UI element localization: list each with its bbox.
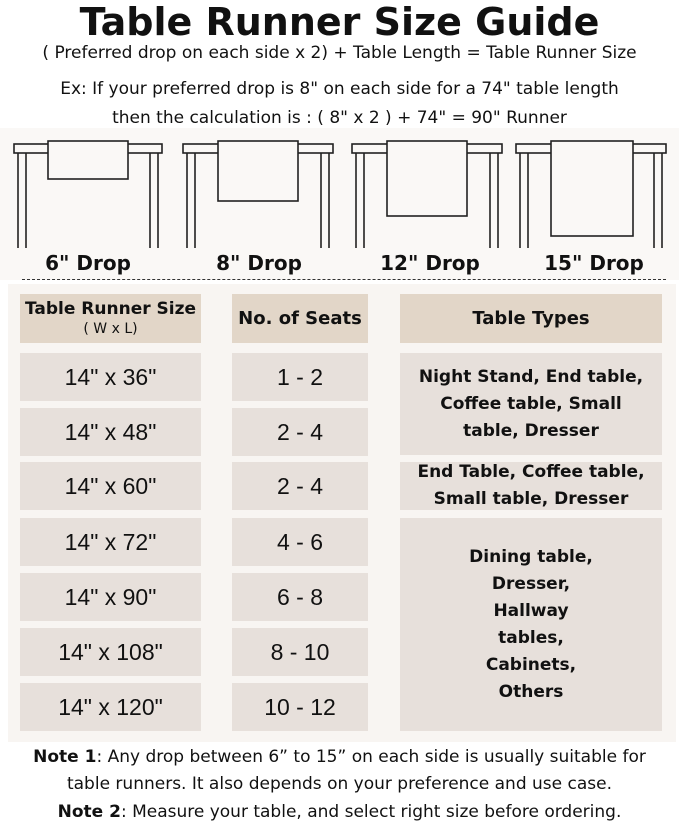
formula-text: ( Preferred drop on each side x 2) + Tab… <box>42 43 637 63</box>
drop-label-12: 12" Drop <box>380 251 480 275</box>
note-2: Note 2: Measure your table, and select r… <box>0 800 679 824</box>
seats-cell: 2 - 4 <box>232 408 368 456</box>
header-size-label: Table Runner Size <box>24 298 197 319</box>
size-cell: 14" x 48" <box>20 408 201 456</box>
size-cell: 14" x 108" <box>20 628 201 676</box>
table-drop-icon <box>13 140 163 248</box>
table-drop-icon <box>351 140 503 248</box>
types-cell-medium: End Table, Coffee table, Small table, Dr… <box>400 462 662 510</box>
size-cell: 14" x 72" <box>20 518 201 566</box>
header-size-sub: ( W x L) <box>83 320 138 337</box>
seats-cell: 8 - 10 <box>232 628 368 676</box>
header-size: Table Runner Size ( W x L) <box>20 294 201 343</box>
drop-illustrations <box>0 128 679 280</box>
size-cell: 14" x 120" <box>20 683 201 731</box>
table-drop-icons <box>13 140 667 248</box>
drop-label-8: 8" Drop <box>216 251 302 275</box>
note-1: Note 1: Any drop between 6” to 15” on ea… <box>0 745 679 769</box>
seats-cell: 2 - 4 <box>232 462 368 510</box>
drop-label-6: 6" Drop <box>45 251 131 275</box>
page-title: Table Runner Size Guide <box>79 0 600 44</box>
example-line-1: Ex: If your preferred drop is 8" on each… <box>60 79 619 99</box>
types-cell-small: Night Stand, End table, Coffee table, Sm… <box>400 353 662 455</box>
header-types: Table Types <box>400 294 662 343</box>
header-seats: No. of Seats <box>232 294 368 343</box>
table-drop-icon <box>182 140 334 248</box>
seats-cell: 4 - 6 <box>232 518 368 566</box>
example-line-2: then the calculation is : ( 8" x 2 ) + 7… <box>112 108 567 128</box>
size-cell: 14" x 90" <box>20 573 201 621</box>
size-cell: 14" x 36" <box>20 353 201 401</box>
divider <box>22 279 666 280</box>
seats-cell: 6 - 8 <box>232 573 368 621</box>
note-1-cont: table runners. It also depends on your p… <box>66 774 613 794</box>
seats-cell: 1 - 2 <box>232 353 368 401</box>
note-2-text: : Measure your table, and select right s… <box>120 802 622 822</box>
types-cell-large: Dining table, Dresser, Hallway tables, C… <box>400 518 662 731</box>
drop-label-15: 15" Drop <box>544 251 644 275</box>
size-cell: 14" x 60" <box>20 462 201 510</box>
note-1-text: : Any drop between 6” to 15” on each sid… <box>96 747 646 767</box>
table-drop-icon <box>515 140 667 248</box>
note-2-label: Note 2 <box>57 802 121 822</box>
note-1-label: Note 1 <box>33 747 97 767</box>
seats-cell: 10 - 12 <box>232 683 368 731</box>
